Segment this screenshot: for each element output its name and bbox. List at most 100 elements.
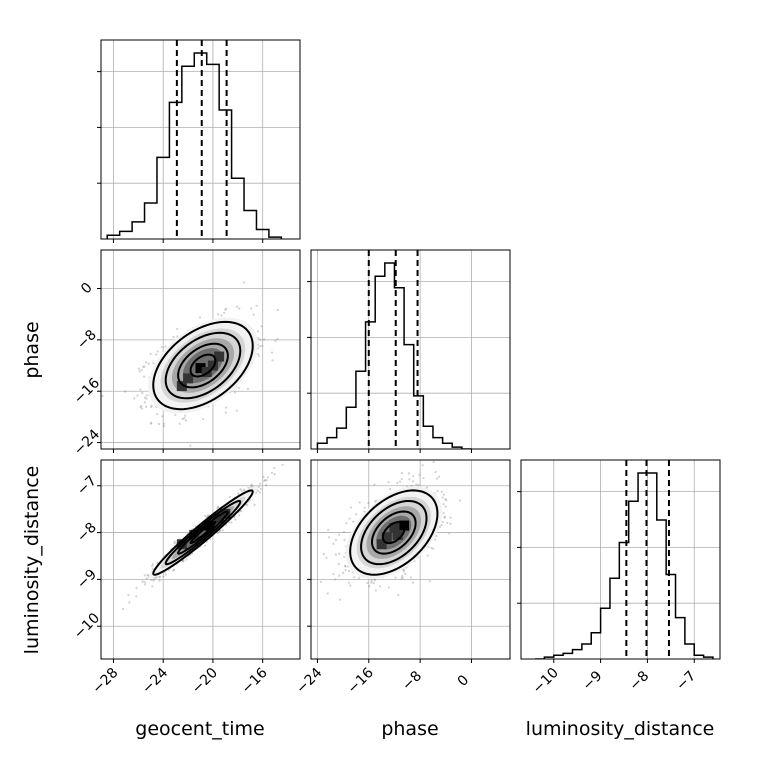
scatter-point: [401, 574, 404, 578]
x-tick-label: −24: [139, 665, 171, 697]
scatter-point: [151, 585, 154, 588]
scatter-point: [153, 577, 156, 580]
panel-frame: [310, 249, 511, 450]
density-peak-cell: [176, 381, 187, 392]
scatter-point: [176, 335, 179, 338]
scatter-point: [325, 556, 328, 559]
scatter-point: [216, 505, 220, 508]
scatter-point: [146, 573, 149, 577]
scatter-point: [262, 338, 266, 341]
scatter-point: [442, 493, 445, 496]
density-peak-cell: [389, 522, 400, 533]
scatter-point: [409, 576, 413, 579]
density-peak-cell: [220, 508, 231, 519]
scatter-point: [221, 529, 224, 532]
scatter-point: [273, 466, 276, 470]
panel-frame: [310, 459, 511, 660]
scatter-point: [149, 422, 153, 425]
scatter-point: [220, 314, 223, 317]
scatter-point: [339, 598, 342, 601]
scatter-point: [172, 569, 175, 572]
x-tick-label: −20: [189, 665, 221, 697]
scatter-point: [472, 456, 474, 458]
scatter-point: [444, 505, 447, 508]
scatter-point: [270, 471, 274, 475]
density-peak-cell: [201, 366, 212, 377]
y-tick-label: −24: [71, 426, 103, 458]
scatter-point: [234, 518, 237, 521]
contour-line: [164, 499, 242, 566]
contour-line: [164, 331, 242, 400]
scatter-point: [162, 422, 165, 425]
scatter-point: [224, 308, 227, 311]
scatter-point: [121, 607, 125, 611]
scatter-point: [347, 581, 351, 584]
scatter-point: [150, 565, 154, 568]
scatter-point: [156, 413, 159, 416]
scatter-point: [407, 472, 410, 475]
histogram-geocent_time: [106, 52, 283, 239]
x-axis-label-phase: phase: [381, 718, 438, 740]
scatter-point: [352, 520, 355, 523]
panel-grid: [311, 250, 510, 449]
y-tick-label: −16: [71, 375, 103, 407]
scatter-point: [158, 575, 162, 578]
scatter-point: [238, 307, 241, 310]
scatter-point: [151, 563, 154, 566]
contour-line: [349, 489, 439, 576]
scatter-point: [259, 487, 262, 491]
scatter-point: [246, 387, 249, 390]
scatter-point: [145, 577, 148, 580]
scatter-point: [230, 521, 233, 524]
panel-frame: [100, 459, 301, 660]
scatter-point: [156, 350, 159, 353]
contour-line: [177, 342, 229, 389]
scatter-point: [266, 476, 270, 479]
scatter-point: [259, 345, 262, 348]
x-tick-label: −24: [293, 665, 325, 697]
x-axis-label-luminosity_distance: luminosity_distance: [526, 718, 715, 740]
panel-grid: [101, 40, 300, 239]
scatter-point: [344, 568, 347, 572]
scatter-point: [139, 388, 142, 391]
scatter-point: [389, 487, 392, 491]
y-axis-label-luminosity_distance: luminosity_distance: [21, 466, 43, 655]
x-axis-label-geocent_time: geocent_time: [135, 718, 264, 740]
x-tick-label: 0: [455, 672, 473, 690]
scatter-point: [348, 517, 351, 520]
scatter-point: [370, 581, 373, 584]
scatter-point: [246, 503, 249, 506]
scatter-point: [271, 359, 274, 362]
density-peak-cell: [214, 513, 225, 524]
scatter-point: [145, 405, 148, 408]
scatter-point: [243, 281, 246, 284]
scatter-point: [240, 510, 243, 513]
scatter-point: [185, 558, 188, 561]
scatter-point: [401, 576, 404, 579]
scatter-point: [353, 576, 356, 579]
scatter-point: [225, 523, 228, 527]
scatter-point: [276, 337, 279, 340]
scatter-point: [425, 486, 429, 489]
scatter-point: [128, 601, 131, 604]
scatter-point: [250, 484, 253, 488]
scatter-point: [435, 535, 438, 538]
x-tick-label: −8: [626, 668, 652, 694]
scatter-point: [184, 414, 187, 417]
scatter-point: [147, 362, 150, 365]
scatter-point: [181, 559, 184, 563]
x-tick-label: −16: [239, 665, 271, 697]
scatter-point: [216, 507, 219, 510]
scatter-point: [137, 367, 141, 370]
scatter-point: [374, 589, 378, 592]
scatter-point: [410, 484, 413, 487]
scatter-point: [173, 542, 176, 545]
scatter-point: [240, 489, 243, 492]
scatter-point: [334, 553, 337, 556]
scatter-point: [337, 533, 341, 536]
scatter-point: [319, 580, 323, 583]
scatter-point: [327, 528, 330, 531]
scatter-point: [443, 515, 447, 518]
scatter-point: [150, 404, 153, 407]
panel-geocent_time-geocent_time: [97, 39, 301, 243]
